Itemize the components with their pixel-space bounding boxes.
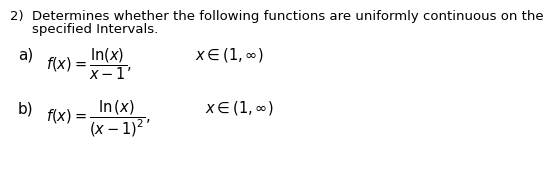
Text: $x \in (1, \infty)$: $x \in (1, \infty)$: [205, 99, 274, 117]
Text: specified Intervals.: specified Intervals.: [32, 23, 158, 36]
Text: $f(x) = \dfrac{\mathrm{ln}(x)}{x-1},$: $f(x) = \dfrac{\mathrm{ln}(x)}{x-1},$: [46, 46, 132, 81]
Text: 2): 2): [10, 10, 23, 23]
Text: b): b): [18, 101, 34, 116]
Text: a): a): [18, 48, 33, 63]
Text: $x \in (1, \infty)$: $x \in (1, \infty)$: [195, 46, 264, 64]
Text: $f(x) = \dfrac{\mathrm{ln}\,(x)}{(x-1)^2},$: $f(x) = \dfrac{\mathrm{ln}\,(x)}{(x-1)^2…: [46, 99, 150, 139]
Text: Determines whether the following functions are uniformly continuous on the: Determines whether the following functio…: [32, 10, 543, 23]
